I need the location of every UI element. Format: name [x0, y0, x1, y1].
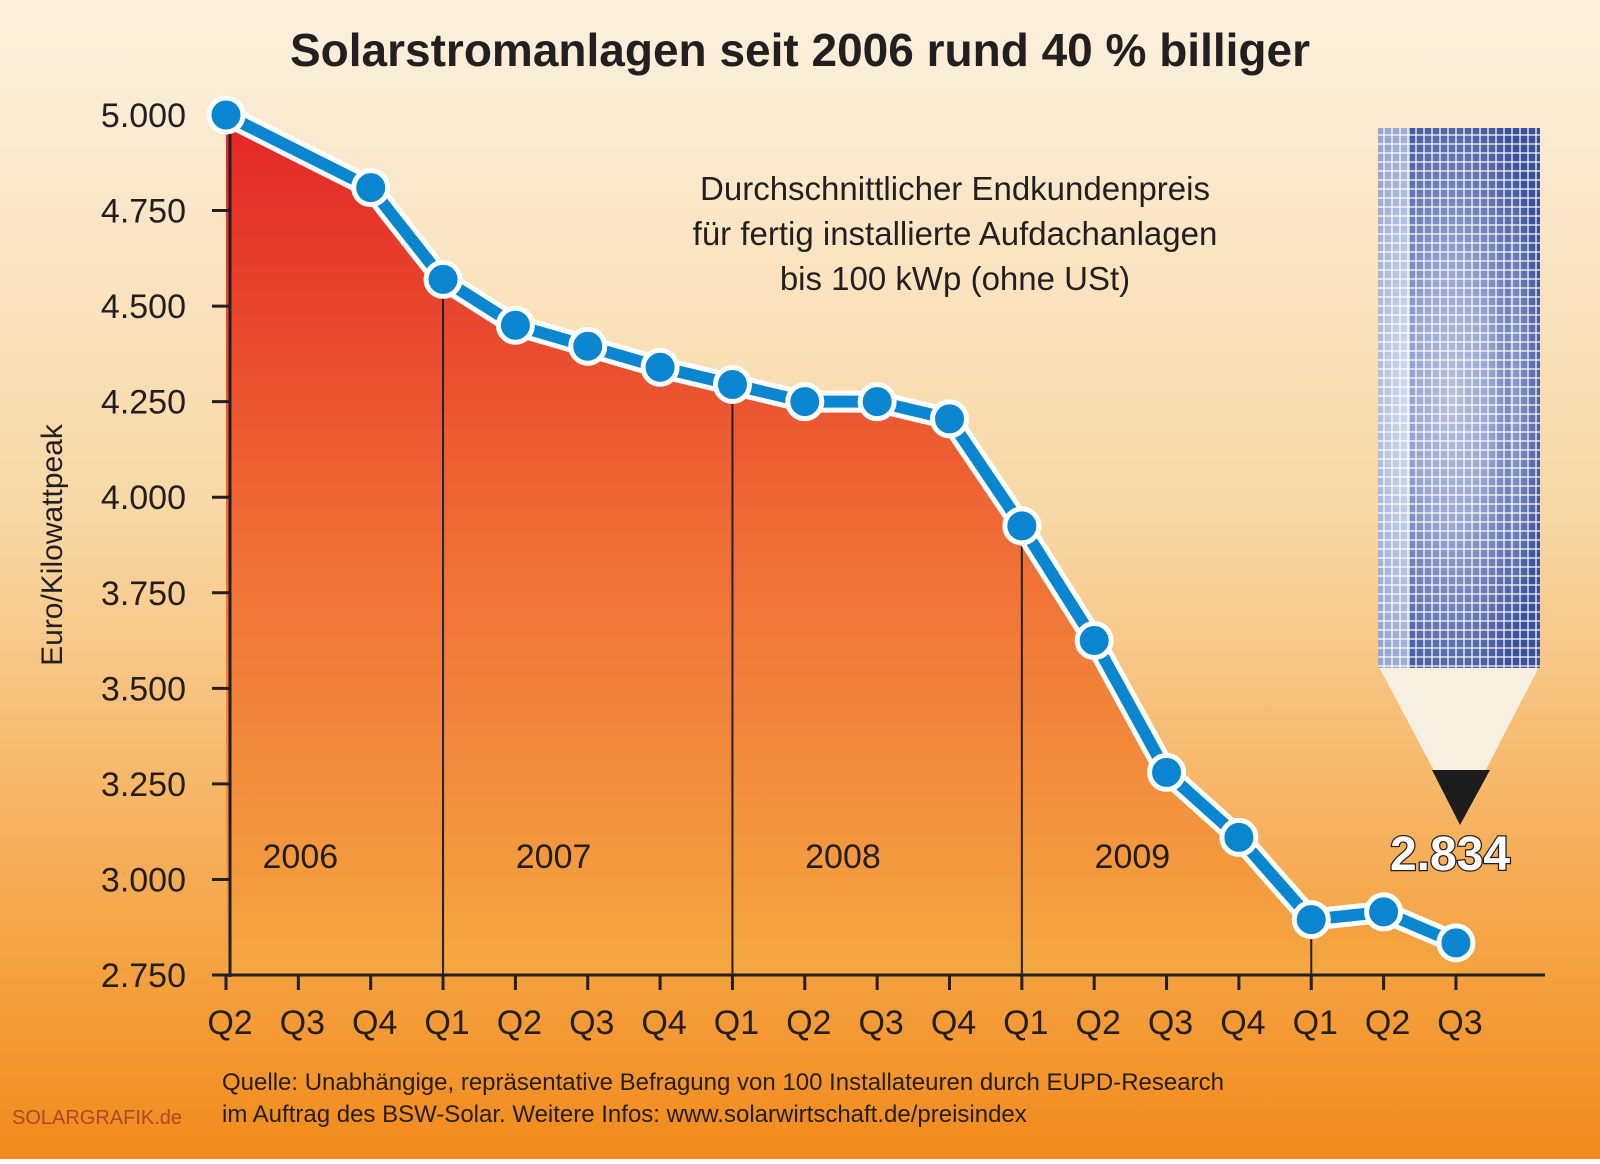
data-point-12 — [1074, 621, 1114, 661]
last-value-annotation: 2.834 — [1390, 828, 1510, 881]
x-tick-label: Q3 — [280, 1004, 325, 1042]
y-tick-label: 3.750 — [101, 575, 186, 613]
x-tick-label: Q2 — [786, 1004, 831, 1042]
y-tick-label: 4.750 — [101, 193, 186, 231]
data-point-14 — [1219, 817, 1259, 857]
x-tick-label: Q4 — [1220, 1004, 1265, 1042]
x-tick-label: Q4 — [641, 1004, 686, 1042]
year-labels: 2006 2007 2008 2009 — [263, 838, 1171, 876]
y-tick-label: 4.500 — [101, 288, 186, 326]
year-label: 2007 — [516, 838, 592, 876]
data-point-2 — [351, 168, 391, 208]
y-tick-label: 2.750 — [101, 957, 186, 995]
pencil-illustration — [1378, 128, 1540, 825]
credit: SOLARGRAFIK.de — [12, 1107, 182, 1129]
x-axis: Q2 Q3 Q4 Q1 Q2 Q3 Q4 Q1 Q2 Q3 Q4 Q1 Q2 Q3 Q4 Q1 Q2 Q3 — [207, 975, 1483, 1042]
y-tick-label: 3.000 — [101, 861, 186, 899]
data-point-8 — [785, 382, 825, 422]
x-tick-label: Q3 — [1437, 1004, 1482, 1042]
y-tick-label: 3.250 — [101, 766, 186, 804]
year-label: 2008 — [805, 838, 881, 876]
subtitle-line: bis 100 kWp (ohne USt) — [780, 260, 1130, 297]
year-label: 2009 — [1095, 838, 1171, 876]
x-tick-label: Q1 — [1003, 1004, 1048, 1042]
x-tick-label: Q2 — [1076, 1004, 1121, 1042]
price-series — [206, 95, 1476, 963]
data-point-17 — [1436, 923, 1476, 963]
data-point-6 — [640, 347, 680, 387]
data-point-3 — [423, 259, 463, 299]
data-point-7 — [712, 364, 752, 404]
subtitle-line: für fertig installierte Aufdachanlagen — [693, 215, 1218, 252]
y-axis-label: Euro/Kilowattpeak — [36, 423, 69, 666]
data-point-16 — [1364, 892, 1404, 932]
x-tick-label: Q3 — [1148, 1004, 1193, 1042]
data-point-15 — [1291, 900, 1331, 940]
data-point-4 — [495, 305, 535, 345]
y-axis: 5.000 4.750 4.500 4.250 4.000 3.750 3.500 3.250… — [101, 97, 230, 995]
year-dividers — [442, 279, 1313, 975]
data-point-11 — [1002, 506, 1042, 546]
x-tick-label: Q2 — [1365, 1004, 1410, 1042]
y-tick-label: 3.500 — [101, 670, 186, 708]
year-label: 2006 — [263, 838, 339, 876]
data-point-9 — [857, 382, 897, 422]
y-tick-label: 4.250 — [101, 384, 186, 422]
x-tick-label: Q4 — [352, 1004, 397, 1042]
x-tick-label: Q1 — [424, 1004, 469, 1042]
x-tick-label: Q3 — [569, 1004, 614, 1042]
x-tick-label: Q4 — [931, 1004, 976, 1042]
data-point-13 — [1147, 752, 1187, 792]
y-tick-label: 4.000 — [101, 479, 186, 517]
x-tick-label: Q2 — [497, 1004, 542, 1042]
y-tick-label: 5.000 — [101, 97, 186, 135]
chart-subtitle: Durchschnittlicher Endkundenpreis für fer… — [693, 170, 1218, 297]
data-point-10 — [930, 399, 969, 439]
chart-title: Solarstromanlagen seit 2006 rund 40 % bi… — [290, 24, 1310, 76]
x-tick-label: Q1 — [714, 1004, 759, 1042]
x-tick-label: Q2 — [207, 1004, 252, 1042]
x-tick-label: Q1 — [1293, 1004, 1338, 1042]
source-line-1: Quelle: Unabhängige, repräsentative Befr… — [222, 1069, 1224, 1096]
source-line-2: im Auftrag des BSW-Solar. Weitere Infos:… — [222, 1101, 1027, 1128]
x-tick-label: Q3 — [858, 1004, 903, 1042]
data-point-0 — [206, 95, 246, 135]
data-point-5 — [568, 326, 608, 366]
subtitle-line: Durchschnittlicher Endkundenpreis — [700, 170, 1210, 207]
